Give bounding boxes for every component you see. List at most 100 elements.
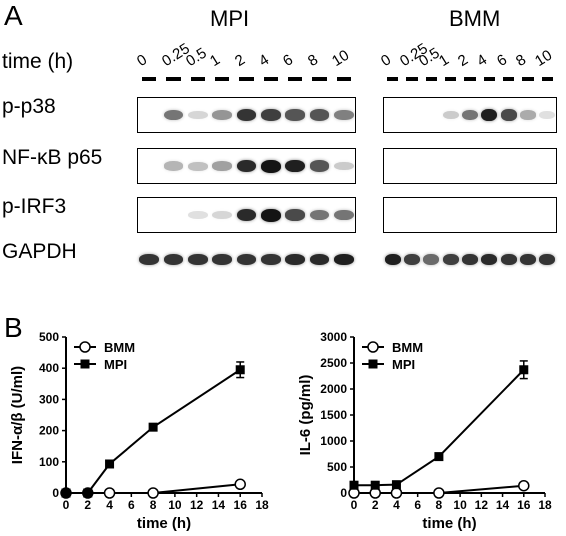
band <box>442 253 459 265</box>
series-line-mpi <box>354 369 525 487</box>
legend-label: BMM <box>392 340 423 355</box>
y-tick-label: 500 <box>327 460 347 474</box>
lane-marker <box>190 77 206 81</box>
data-point-bmm <box>234 478 246 491</box>
lane-marker <box>336 77 352 81</box>
band <box>187 110 208 120</box>
x-tick-label: 16 <box>517 498 531 512</box>
band <box>212 253 233 265</box>
band <box>384 253 401 265</box>
legend-marker <box>80 359 90 369</box>
band <box>333 253 354 265</box>
data-point-bmm <box>390 487 403 499</box>
lane-marker <box>406 77 418 81</box>
row-label-gapdh: GAPDH <box>2 240 77 263</box>
band <box>442 110 459 120</box>
x-tick-label: 2 <box>372 498 379 512</box>
legend-label: BMM <box>104 340 135 355</box>
lane-marker <box>425 77 438 81</box>
data-point-bmm <box>147 487 159 499</box>
band <box>333 109 354 121</box>
x-tick-label: 6 <box>414 498 421 512</box>
band <box>285 159 306 173</box>
band <box>309 160 330 172</box>
x-tick-label: 0 <box>351 498 358 512</box>
bmm-header: BMM <box>449 6 501 31</box>
y-tick-label: 200 <box>39 424 59 438</box>
band <box>333 209 354 221</box>
data-point-mpi <box>391 480 401 490</box>
band <box>500 109 517 121</box>
time-label: time (h) <box>2 50 74 73</box>
x-tick-label: 4 <box>106 498 113 512</box>
band <box>163 161 184 171</box>
timepoint-label: 8 <box>304 51 321 70</box>
band <box>309 253 330 265</box>
x-tick-label: 2 <box>84 498 91 512</box>
x-tick-label: 12 <box>475 498 489 512</box>
x-tick-label: 16 <box>234 498 248 512</box>
band <box>309 209 330 221</box>
lane-marker <box>444 77 457 81</box>
x-axis-label: time (h) <box>137 515 191 532</box>
timepoint-label: 8 <box>512 51 530 70</box>
blot-bmm-row-1 <box>383 148 557 184</box>
x-tick-label: 18 <box>255 498 269 512</box>
x-tick-label: 14 <box>496 498 510 512</box>
band <box>236 208 257 222</box>
lane-marker <box>464 77 476 81</box>
blot-bmm-row-2 <box>383 197 557 233</box>
band <box>260 159 281 173</box>
data-point-mpi <box>519 365 529 375</box>
legend-marker <box>367 341 379 353</box>
lane-marker <box>214 77 230 81</box>
data-point-mpi <box>83 488 93 498</box>
legend-label: MPI <box>104 357 127 372</box>
y-tick-label: 3000 <box>320 330 347 344</box>
band <box>260 208 281 222</box>
band <box>539 253 556 265</box>
row-label-p-p38: p-p38 <box>2 95 56 118</box>
lane-marker <box>166 77 181 81</box>
row-label-p-irf3: p-IRF3 <box>2 195 67 218</box>
lane-marker <box>312 77 327 81</box>
row-label-nfkb-p65: NF-κB p65 <box>2 146 103 169</box>
band <box>285 109 306 121</box>
band <box>481 253 498 265</box>
data-point-bmm <box>518 479 530 492</box>
timepoint-label: 6 <box>493 51 510 70</box>
lane-marker <box>522 77 534 81</box>
timepoint-label: 10 <box>328 46 352 70</box>
timepoint-label: 0 <box>377 51 394 70</box>
x-axis-label: time (h) <box>422 515 476 532</box>
band <box>520 253 536 265</box>
y-axis-label: IFN-α/β (U/ml) <box>9 366 26 464</box>
y-tick-label: 2500 <box>320 356 347 370</box>
lane-marker <box>502 77 515 81</box>
x-tick-label: 6 <box>128 498 135 512</box>
band <box>187 210 208 220</box>
band <box>285 253 306 265</box>
data-point-mpi <box>148 422 158 432</box>
y-tick-label: 1000 <box>320 434 347 448</box>
lane-marker <box>263 77 279 81</box>
x-tick-label: 14 <box>212 498 226 512</box>
data-point-mpi <box>235 365 245 375</box>
y-axis-label: IL-6 (pg/ml) <box>297 375 314 456</box>
lane-marker <box>141 77 157 81</box>
x-tick-label: 0 <box>63 498 70 512</box>
lane-marker <box>541 77 554 81</box>
data-point-mpi <box>370 480 380 490</box>
band <box>481 108 498 122</box>
y-tick-label: 0 <box>340 486 347 500</box>
panel-b-letter: B <box>4 312 23 343</box>
legend-marker <box>79 341 91 353</box>
timepoint-label: 6 <box>280 51 297 70</box>
y-tick-label: 0 <box>52 486 59 500</box>
x-tick-label: 10 <box>453 498 467 512</box>
timepoint-label: 2 <box>231 51 248 70</box>
lane-marker <box>239 77 254 81</box>
band <box>404 253 420 265</box>
timepoint-label: 2 <box>454 51 472 70</box>
